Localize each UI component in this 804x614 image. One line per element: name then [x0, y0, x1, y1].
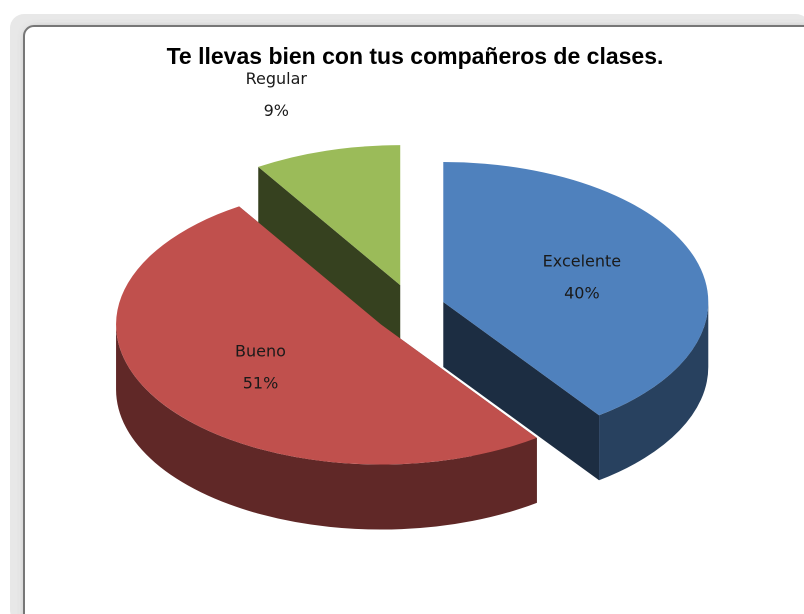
slice-side — [599, 302, 709, 481]
chart-title: Te llevas bien con tus compañeros de cla… — [167, 43, 664, 69]
data-label-value: 40% — [564, 284, 600, 303]
data-label-value: 9% — [264, 101, 289, 120]
slice — [443, 162, 709, 416]
slice — [116, 206, 537, 465]
data-label-category: Excelente — [543, 252, 621, 271]
data-label-category: Bueno — [235, 341, 286, 360]
slice-side — [116, 324, 537, 530]
slice — [258, 145, 401, 286]
slice-edge-face — [443, 302, 600, 481]
data-label-category: Regular — [246, 69, 308, 88]
slice-edge-face — [258, 166, 401, 351]
data-label-value: 51% — [243, 373, 279, 392]
